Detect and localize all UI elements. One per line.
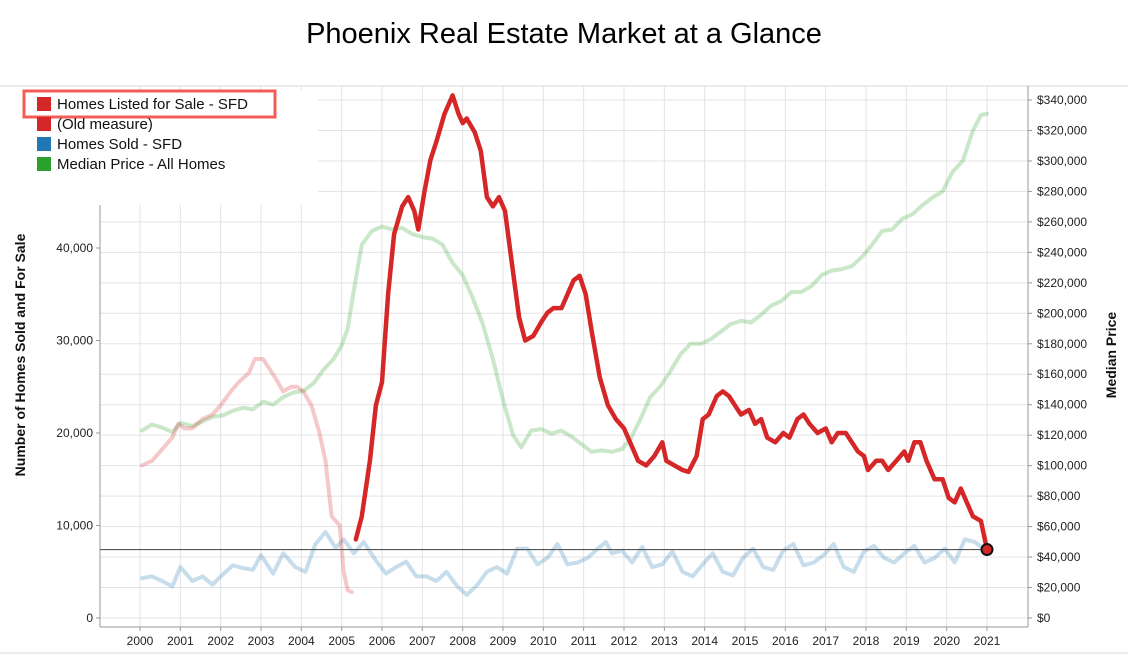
x-tick-label: 2003 (248, 634, 275, 648)
y-right-tick-label: $140,000 (1037, 398, 1087, 412)
x-tick-label: 2009 (490, 634, 517, 648)
y-left-tick-label: 10,000 (56, 519, 93, 533)
legend-highlight-box (22, 89, 277, 119)
y-right-axis-title: Median Price (1103, 312, 1119, 399)
axes: 2000 2001 2002 2003 2004 2005 2006 2007 2008 2009… (0, 85, 1128, 654)
x-tick-label: 2017 (812, 634, 839, 648)
x-tick-label: 2000 (127, 634, 154, 648)
y-left-tick-label: 30,000 (56, 334, 93, 348)
x-tick-label: 2014 (691, 634, 718, 648)
y-right-tick-label: $280,000 (1037, 184, 1087, 198)
y-right-tick-label: $80,000 (1037, 489, 1081, 503)
y-right-tick-label: $20,000 (1037, 581, 1081, 595)
x-tick-label: 2019 (893, 634, 920, 648)
y-right-tick-label: $160,000 (1037, 367, 1087, 381)
x-tick-label: 2013 (651, 634, 678, 648)
legend-swatch (37, 137, 51, 151)
y-left-tick-label: 0 (86, 611, 93, 625)
overlay-layer (100, 543, 994, 557)
y-right-tick-label: $40,000 (1037, 550, 1081, 564)
x-tick-label: 2005 (328, 634, 355, 648)
x-tick-label: 2021 (974, 634, 1001, 648)
y-right-tick-label: $200,000 (1037, 306, 1087, 320)
x-tick-label: 2007 (409, 634, 436, 648)
x-tick-label: 2010 (530, 634, 557, 648)
legend-swatch (37, 157, 51, 171)
y-right-tick-label: $240,000 (1037, 245, 1087, 259)
y-right-tick-label: $0 (1037, 611, 1051, 625)
y-left-axis-title: Number of Homes Sold and For Sale (12, 233, 28, 476)
x-tick-label: 2011 (571, 634, 597, 648)
series-layer (140, 93, 990, 597)
x-tick-label: 2012 (611, 634, 638, 648)
y-right-tick-label: $120,000 (1037, 428, 1087, 442)
x-tick-label: 2001 (167, 634, 194, 648)
series-line-homes-sold-sfd (140, 530, 987, 597)
legend-entry: Homes Listed for Sale - SFD (57, 96, 248, 113)
series-line-old-measure (140, 357, 354, 595)
x-tick-label: 2004 (288, 634, 315, 648)
series-line-homes-listed-for-sale-sfd (353, 93, 990, 552)
end-point-marker (980, 543, 994, 557)
legend-swatch (37, 97, 51, 111)
y-right-tick-label: $100,000 (1037, 459, 1087, 473)
y-right-tick-label: $320,000 (1037, 123, 1087, 137)
x-tick-label: 2006 (369, 634, 396, 648)
x-tick-label: 2016 (772, 634, 799, 648)
legend[interactable]: Homes Listed for Sale - SFD (Old measure)… (0, 89, 318, 205)
y-right-tick-label: $340,000 (1037, 93, 1087, 107)
x-tick-label: 2018 (853, 634, 880, 648)
legend-entry: Median Price - All Homes (57, 156, 225, 173)
x-tick-label: 2020 (933, 634, 960, 648)
x-tick-label: 2008 (449, 634, 476, 648)
legend-swatch (37, 117, 51, 131)
x-tick-label: 2015 (732, 634, 759, 648)
legend-entry: (Old measure) (57, 116, 153, 133)
y-left-tick-label: 20,000 (56, 426, 93, 440)
y-left-tick-label: 40,000 (56, 241, 93, 255)
x-tick-label: 2002 (207, 634, 234, 648)
series-line-median-price-all-homes (140, 111, 989, 454)
legend-background (0, 90, 318, 205)
y-right-tick-label: $60,000 (1037, 520, 1081, 534)
y-right-tick-label: $260,000 (1037, 215, 1087, 229)
y-right-tick-label: $300,000 (1037, 154, 1087, 168)
legend-entry: Homes Sold - SFD (57, 136, 182, 153)
chart-title: Phoenix Real Estate Market at a Glance (306, 18, 822, 50)
y-right-tick-label: $180,000 (1037, 337, 1087, 351)
y-right-tick-label: $220,000 (1037, 276, 1087, 290)
